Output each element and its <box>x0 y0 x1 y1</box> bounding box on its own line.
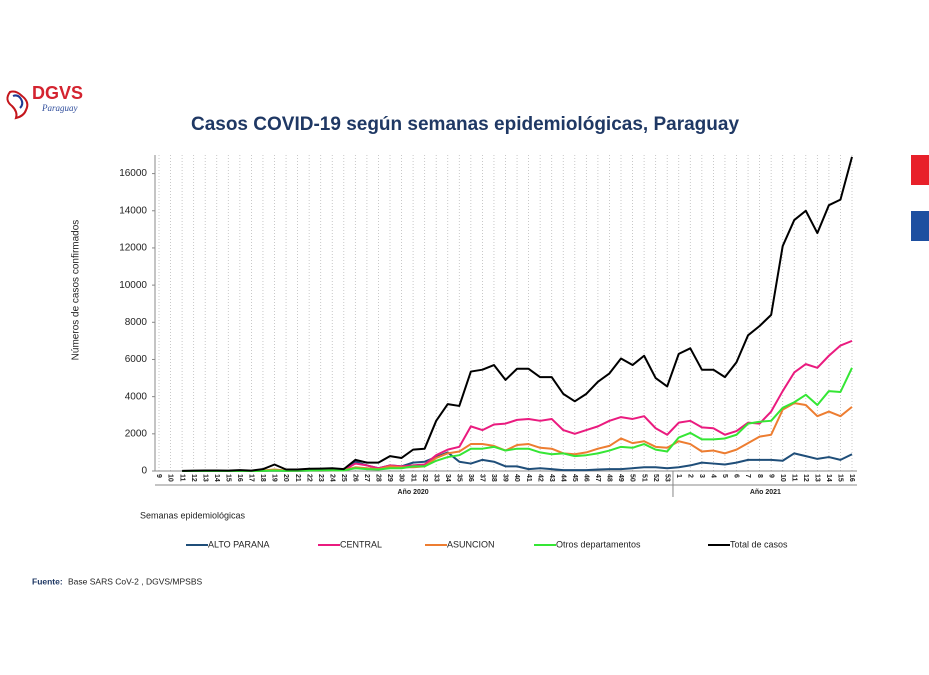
legend-label: Total de casos <box>730 539 788 549</box>
x-tick-label: 19 <box>271 474 278 482</box>
x-group-label: Año 2021 <box>750 489 781 496</box>
x-tick-label: 43 <box>548 474 555 482</box>
x-tick-label: 47 <box>594 474 601 482</box>
x-tick-label: 52 <box>652 474 659 482</box>
x-tick-label: 32 <box>421 474 428 482</box>
chart-title: Casos COVID-19 según semanas epidemiológ… <box>191 114 739 135</box>
x-tick-label: 30 <box>398 474 405 482</box>
x-tick-label: 1 <box>675 474 682 478</box>
x-tick-label: 17 <box>248 474 255 482</box>
x-tick-label: 25 <box>340 474 347 482</box>
y-tick-label: 2000 <box>125 428 148 439</box>
x-tick-label: 39 <box>502 474 509 482</box>
x-tick-label: 12 <box>802 474 809 482</box>
legend-label: CENTRAL <box>340 539 382 549</box>
y-axis-label: Números de casos confirmados <box>71 220 82 361</box>
x-tick-label: 34 <box>444 474 451 482</box>
x-tick-label: 31 <box>409 474 416 482</box>
x-tick-label: 21 <box>294 474 301 482</box>
y-tick-label: 16000 <box>119 168 147 179</box>
x-tick-label: 10 <box>167 474 174 482</box>
x-tick-label: 13 <box>814 474 821 482</box>
x-tick-label: 11 <box>790 474 797 482</box>
x-tick-label: 37 <box>479 474 486 482</box>
logo-text: DGVS <box>32 83 83 103</box>
x-tick-label: 33 <box>432 474 439 482</box>
x-tick-label: 46 <box>583 474 590 482</box>
x-tick-label: 9 <box>155 474 162 478</box>
x-tick-label: 7 <box>744 474 751 478</box>
x-tick-label: 23 <box>317 474 324 482</box>
x-tick-label: 20 <box>282 474 289 482</box>
x-tick-label: 22 <box>305 474 312 482</box>
y-tick-label: 4000 <box>125 391 148 402</box>
legend-label: ALTO PARANA <box>208 539 270 549</box>
x-tick-label: 51 <box>640 474 647 482</box>
x-tick-label: 2 <box>686 474 693 478</box>
x-tick-label: 40 <box>513 474 520 482</box>
x-tick-label: 53 <box>663 474 670 482</box>
legend-label: ASUNCION <box>447 539 495 549</box>
logo-icon <box>6 90 29 120</box>
x-tick-label: 6 <box>733 474 740 478</box>
x-tick-label: 49 <box>617 474 624 482</box>
x-tick-label: 35 <box>455 474 462 482</box>
x-tick-label: 24 <box>328 474 335 482</box>
x-tick-label: 36 <box>467 474 474 482</box>
y-tick-label: 0 <box>141 466 147 477</box>
y-tick-label: 14000 <box>119 205 147 216</box>
x-tick-label: 16 <box>848 474 855 482</box>
series-line <box>182 367 853 472</box>
flag-red <box>911 155 929 185</box>
x-tick-label: 16 <box>236 474 243 482</box>
x-tick-label: 29 <box>386 474 393 482</box>
legend-label: Otros departamentos <box>556 539 641 549</box>
logo-icon-detail <box>12 94 24 109</box>
x-tick-label: 14 <box>213 474 220 482</box>
y-tick-label: 8000 <box>125 317 148 328</box>
x-tick-label: 11 <box>178 474 185 482</box>
x-tick-label: 42 <box>536 474 543 482</box>
source-text: Base SARS CoV-2 , DGVS/MPSBS <box>68 576 202 586</box>
x-tick-label: 45 <box>571 474 578 482</box>
x-tick-label: 27 <box>363 474 370 482</box>
x-tick-label: 13 <box>201 474 208 482</box>
x-tick-label: 4 <box>710 474 717 478</box>
logo-subtext: Paraguay <box>41 103 78 113</box>
x-tick-label: 9 <box>767 474 774 478</box>
x-tick-label: 3 <box>698 474 705 478</box>
x-tick-label: 10 <box>779 474 786 482</box>
y-tick-label: 6000 <box>125 354 148 365</box>
x-tick-label: 18 <box>259 474 266 482</box>
flag-blue <box>911 211 929 241</box>
x-tick-label: 5 <box>721 474 728 478</box>
x-tick-label: 15 <box>837 474 844 482</box>
x-tick-label: 38 <box>490 474 497 482</box>
x-tick-label: 26 <box>352 474 359 482</box>
x-tick-label: 44 <box>559 474 566 482</box>
x-tick-label: 15 <box>224 474 231 482</box>
x-tick-label: 28 <box>375 474 382 482</box>
y-tick-label: 12000 <box>119 243 147 254</box>
x-tick-label: 12 <box>190 474 197 482</box>
x-tick-label: 41 <box>525 474 532 482</box>
x-axis-label: Semanas epidemiológicas <box>140 510 246 520</box>
x-tick-label: 50 <box>629 474 636 482</box>
series-line <box>182 156 853 472</box>
x-tick-label: 8 <box>756 474 763 478</box>
x-group-label: Año 2020 <box>398 489 429 496</box>
x-tick-label: 48 <box>606 474 613 482</box>
x-tick-label: 14 <box>825 474 832 482</box>
source-label: Fuente: <box>32 576 63 586</box>
y-tick-label: 10000 <box>119 280 147 291</box>
